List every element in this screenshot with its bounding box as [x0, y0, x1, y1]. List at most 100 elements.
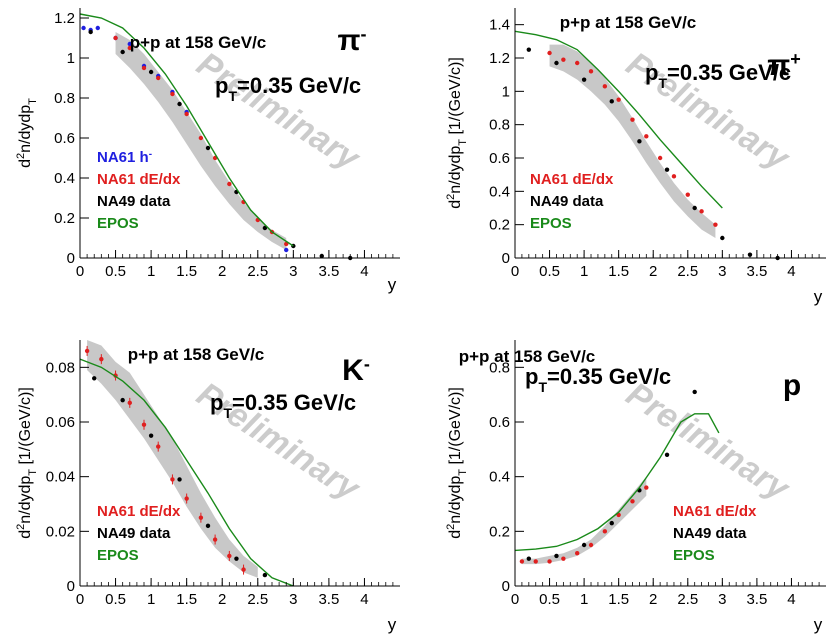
x-tick-label: 0 — [76, 263, 84, 280]
chart-title: p+p at 158 GeV/c — [459, 347, 596, 366]
y-tick-label: 0.8 — [54, 90, 75, 107]
data-point — [588, 69, 594, 74]
legend-entry: NA49 data — [530, 193, 604, 210]
data-point — [692, 205, 697, 211]
data-point — [685, 192, 690, 197]
chart-title: p+p at 158 GeV/c — [128, 345, 265, 364]
x-tick-label: 3.5 — [318, 263, 339, 280]
x-tick-label: 2.5 — [677, 263, 698, 280]
legend-entry: NA49 data — [97, 525, 171, 542]
data-point — [127, 41, 132, 47]
x-tick-label: 0.5 — [539, 263, 560, 280]
x-tick-label: 1.5 — [176, 263, 197, 280]
data-point — [575, 60, 580, 66]
data-point — [227, 553, 232, 559]
systematic-band — [87, 340, 258, 578]
data-point — [177, 477, 182, 482]
pt-label: pT=0.35 GeV/c — [210, 390, 356, 421]
data-point — [575, 551, 580, 556]
data-point — [284, 247, 289, 253]
data-point — [184, 111, 189, 117]
pt-label: pT=0.35 GeV/c — [525, 364, 671, 395]
x-axis-label: y — [388, 615, 397, 634]
x-tick-label: 2 — [649, 263, 657, 280]
systematic-band — [521, 476, 647, 565]
x-tick-label: 3.5 — [746, 263, 767, 280]
x-tick-label: 4 — [787, 263, 795, 280]
data-point — [141, 65, 147, 71]
data-point — [120, 397, 125, 403]
y-tick-label: 0.2 — [489, 217, 510, 234]
data-point — [699, 209, 704, 214]
data-point — [526, 47, 532, 52]
x-tick-label: 1.5 — [608, 263, 629, 280]
legend-entry: NA61 h- — [97, 149, 152, 167]
data-point — [664, 452, 670, 457]
data-point — [127, 45, 132, 51]
data-point — [95, 25, 100, 31]
data-point — [81, 25, 86, 31]
y-axis-label: d2n/dydpT — [15, 98, 39, 168]
particle-label: π- — [338, 24, 367, 57]
legend-entry: NA61 dE/dx — [673, 503, 757, 520]
x-tick-label: 0.5 — [105, 263, 126, 280]
data-point — [644, 134, 649, 139]
data-point — [602, 529, 608, 534]
data-point — [156, 444, 161, 449]
x-axis-label: y — [814, 287, 823, 306]
data-point — [148, 69, 154, 75]
x-tick-label: 3.5 — [746, 591, 767, 608]
pt-label: pT=0.35 GeV/c — [645, 60, 791, 91]
data-point — [262, 225, 268, 231]
legend-entry: EPOS — [530, 215, 572, 232]
x-axis-label: y — [814, 615, 823, 634]
x-tick-label: 0 — [76, 591, 84, 608]
y-tick-label: 0.6 — [54, 130, 75, 147]
series-line-epos — [514, 30, 723, 209]
x-tick-label: 0.5 — [539, 591, 560, 608]
y-tick-label: 0.02 — [46, 523, 75, 540]
legend-entry: NA49 data — [673, 525, 747, 542]
x-tick-label: 1.5 — [608, 591, 629, 608]
x-axis-label: y — [388, 275, 397, 294]
data-point — [88, 29, 93, 35]
y-tick-label: 0.6 — [489, 150, 510, 167]
x-tick-label: 1 — [147, 591, 155, 608]
data-point — [148, 433, 154, 438]
y-tick-label: 0.2 — [489, 523, 510, 540]
data-point — [609, 99, 614, 104]
y-tick-label: 1.2 — [489, 50, 510, 67]
x-tick-label: 1.5 — [176, 591, 197, 608]
data-point — [177, 101, 182, 107]
data-point — [184, 496, 189, 501]
data-point — [113, 35, 118, 41]
y-tick-label: 0 — [67, 250, 75, 267]
x-tick-label: 4 — [360, 263, 368, 280]
data-point — [581, 542, 587, 548]
data-point — [170, 477, 175, 482]
x-tick-label: 1 — [580, 263, 588, 280]
y-tick-label: 0.4 — [489, 469, 510, 486]
data-point — [630, 117, 635, 122]
data-point — [671, 174, 677, 179]
data-point — [170, 91, 175, 97]
data-point — [156, 75, 161, 81]
data-point — [241, 567, 246, 572]
x-tick-label: 1 — [580, 591, 588, 608]
chart-title: p+p at 158 GeV/c — [130, 33, 267, 52]
y-tick-label: 0.08 — [46, 359, 75, 376]
data-point — [602, 84, 608, 89]
data-point — [616, 97, 621, 102]
y-axis-label: d2n/dydpT [1/(GeV/c)] — [15, 387, 39, 539]
data-point — [227, 181, 232, 187]
systematic-band — [115, 32, 287, 250]
legend-entry: EPOS — [97, 215, 139, 232]
y-tick-label: 0.8 — [489, 117, 510, 134]
x-tick-label: 3 — [718, 263, 726, 280]
data-point — [609, 520, 614, 526]
x-tick-label: 2 — [649, 591, 657, 608]
